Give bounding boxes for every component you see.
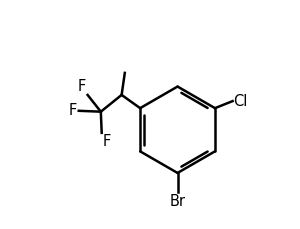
Text: Cl: Cl (233, 94, 248, 109)
Text: Br: Br (169, 194, 186, 209)
Text: F: F (77, 79, 86, 93)
Text: F: F (103, 134, 111, 149)
Text: F: F (69, 103, 77, 118)
